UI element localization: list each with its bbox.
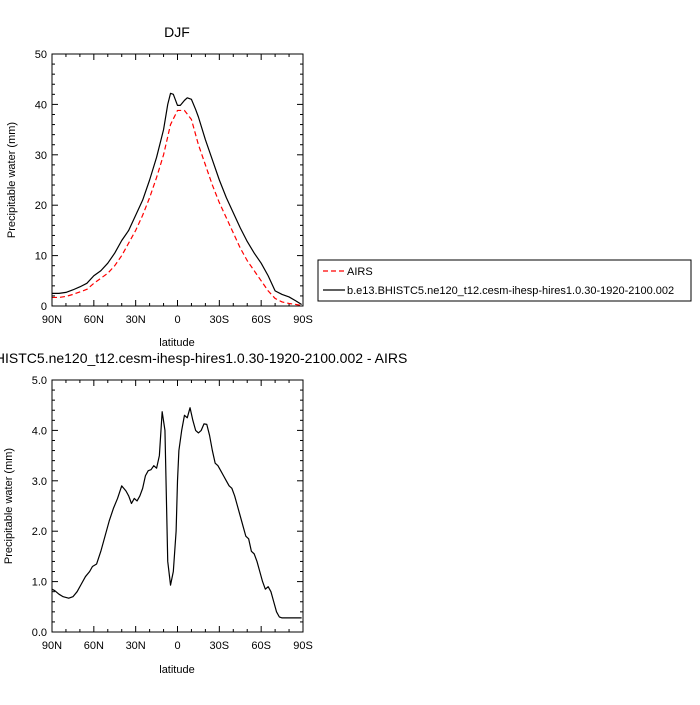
top-x-tick-label: 30N xyxy=(126,314,146,326)
legend-box xyxy=(317,259,692,302)
top-x-tick-label: 90N xyxy=(42,314,62,326)
top-y-tick-label: 30 xyxy=(35,150,47,162)
top-chart-x-label: latitude xyxy=(159,337,194,349)
top-x-tick-label: 30S xyxy=(210,314,230,326)
top-y-tick-label: 50 xyxy=(35,49,47,61)
legend-label-model: b.e13.BHISTC5.ne120_t12.cesm-ihesp-hires… xyxy=(347,285,674,297)
bottom-chart-series xyxy=(51,407,302,619)
top-line-chart: DJF Precipitable water (mm) latitude 90N… xyxy=(6,24,313,349)
top-y-tick-label: 10 xyxy=(35,251,47,263)
top-chart-y-label: Precipitable water (mm) xyxy=(6,122,18,238)
bottom-chart-ticks: 90N 60N 30N 0 30S 60S 90S 0.0 1.0 2.0 3.0 4.0 5.0 xyxy=(32,375,313,652)
top-y-tick-label: 40 xyxy=(35,99,47,111)
bottom-line-chart: b.e13.BHISTC5.ne120_t12.cesm-ihesp-hires… xyxy=(0,350,407,676)
bottom-x-tick-label: 90S xyxy=(293,640,313,652)
bottom-x-tick-label: 60S xyxy=(251,640,271,652)
bottom-x-tick-label: 0 xyxy=(174,640,180,652)
top-series-line-0 xyxy=(52,109,302,307)
top-y-tick-label: 0 xyxy=(41,301,47,313)
bottom-y-tick-label: 1.0 xyxy=(32,577,47,589)
top-x-tick-label: 0 xyxy=(174,314,180,326)
top-series-line-1 xyxy=(52,92,302,305)
top-x-tick-label: 60N xyxy=(84,314,104,326)
bottom-y-tick-label: 2.0 xyxy=(32,526,47,538)
bottom-x-tick-label: 60N xyxy=(84,640,104,652)
top-chart-ticks: 90N 60N 30N 0 30S 60S 90S 0 10 20 30 40 50 xyxy=(35,49,313,326)
top-x-tick-label: 90S xyxy=(293,314,313,326)
bottom-y-tick-label: 5.0 xyxy=(32,375,47,387)
bottom-chart-title: b.e13.BHISTC5.ne120_t12.cesm-ihesp-hires… xyxy=(0,350,407,366)
bottom-chart-x-label: latitude xyxy=(159,664,194,676)
top-chart-frame xyxy=(51,53,304,307)
bottom-x-tick-label: 30S xyxy=(210,640,230,652)
bottom-x-tick-label: 30N xyxy=(126,640,146,652)
top-y-tick-label: 20 xyxy=(35,200,47,212)
bottom-chart-frame xyxy=(51,379,304,633)
bottom-x-tick-label: 90N xyxy=(42,640,62,652)
top-chart-series xyxy=(52,92,302,307)
top-x-tick-label: 60S xyxy=(251,314,271,326)
bottom-y-tick-label: 0.0 xyxy=(32,627,47,639)
bottom-chart-y-label: Precipitable water (mm) xyxy=(3,448,15,564)
legend: AIRS b.e13.BHISTC5.ne120_t12.cesm-ihesp-… xyxy=(317,259,692,302)
legend-label-airs: AIRS xyxy=(347,266,373,278)
bottom-y-tick-label: 3.0 xyxy=(32,476,47,488)
top-chart-title: DJF xyxy=(164,24,190,40)
bottom-series-line-0 xyxy=(51,407,302,619)
bottom-y-tick-label: 4.0 xyxy=(32,425,47,437)
